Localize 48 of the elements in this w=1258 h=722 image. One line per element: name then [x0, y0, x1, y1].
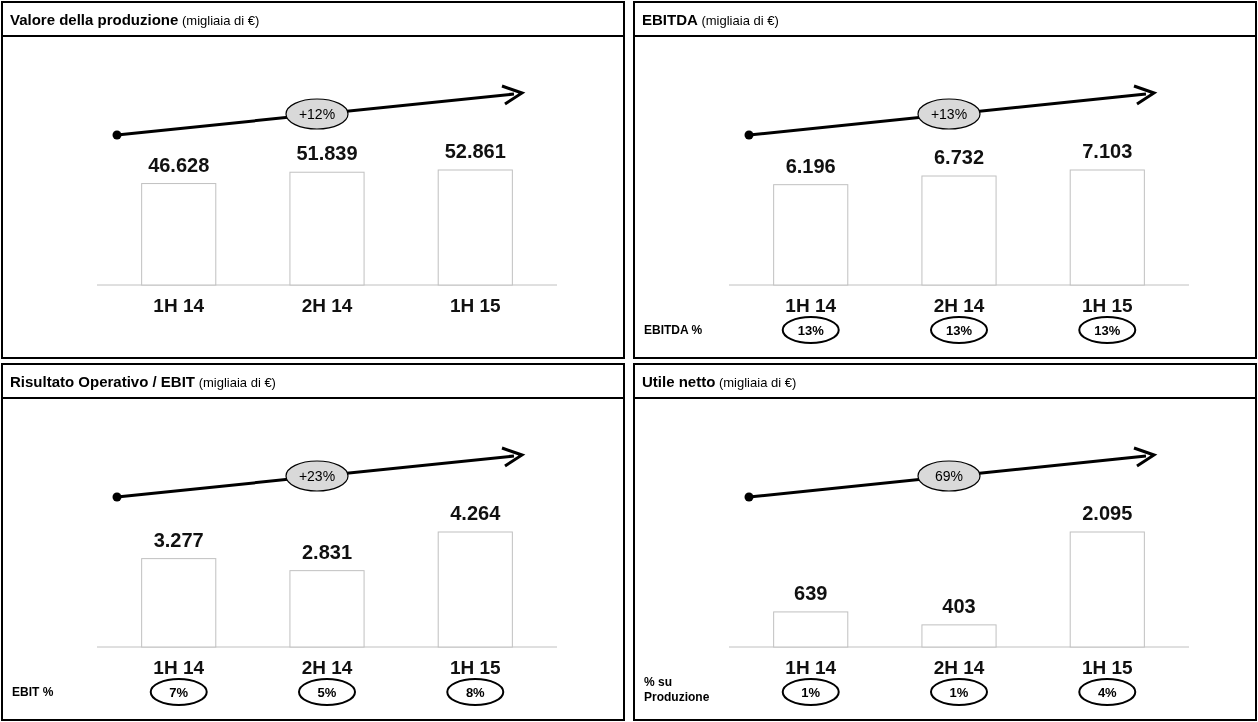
chart-subtitle: (migliaia di €) [195, 375, 276, 390]
data-label: 51.839 [296, 142, 358, 165]
data-label: 2.831 [301, 540, 353, 563]
x-tick-label: 1H 14 [153, 657, 205, 678]
text: 13% [1094, 323, 1121, 338]
x-tick-label: 1H 14 [785, 657, 837, 678]
text: EBIT % [12, 685, 54, 699]
data-label: 403 [942, 594, 976, 617]
x-tick-label: 2H 14 [301, 295, 353, 316]
x-tick-label: 1H 15 [1081, 657, 1134, 678]
data-label: 46.628 [148, 153, 210, 176]
text: 8% [465, 685, 486, 700]
text: % su Produzione [644, 675, 710, 704]
text: +12% [298, 106, 336, 122]
text: 13% [945, 323, 973, 338]
x-tick-label: 2H 14 [933, 657, 985, 678]
text: 69% [934, 468, 964, 484]
data-label: 4.264 [450, 502, 502, 524]
text: 1% [949, 685, 969, 700]
chart-title: EBITDA [642, 11, 698, 28]
data-label: 52.861 [444, 140, 506, 162]
text: +13% [930, 106, 968, 122]
chart-title: Utile netto [642, 373, 716, 390]
text: EBITDA % [644, 323, 703, 337]
data-label: 6.196 [785, 154, 836, 177]
text: 13% [797, 323, 825, 338]
text: 1% [801, 685, 821, 700]
data-label: 7.103 [1082, 140, 1133, 162]
data-label: 3.277 [153, 528, 204, 551]
text: +23% [298, 468, 336, 484]
chart-subtitle: (migliaia di €) [715, 375, 797, 390]
text: 4% [1097, 685, 1118, 700]
chart-subtitle: (migliaia di €) [697, 13, 779, 28]
chart-subtitle: (migliaia di €) [178, 13, 260, 28]
data-label: 2.095 [1082, 502, 1133, 524]
text: 7% [169, 685, 189, 700]
x-tick-label: 1H 15 [449, 295, 502, 316]
x-tick-label: 1H 14 [153, 295, 205, 316]
chart-title: Valore della produzione [10, 11, 179, 28]
data-label: 639 [794, 581, 828, 604]
data-label: 6.732 [933, 146, 985, 169]
x-tick-label: 2H 14 [301, 657, 353, 678]
text: 5% [317, 685, 337, 700]
x-tick-label: 1H 14 [785, 295, 837, 316]
x-tick-label: 1H 15 [449, 657, 502, 678]
x-tick-label: 2H 14 [933, 295, 985, 316]
chart-title: Risultato Operativo / EBIT [10, 373, 196, 390]
x-tick-label: 1H 15 [1081, 295, 1134, 316]
